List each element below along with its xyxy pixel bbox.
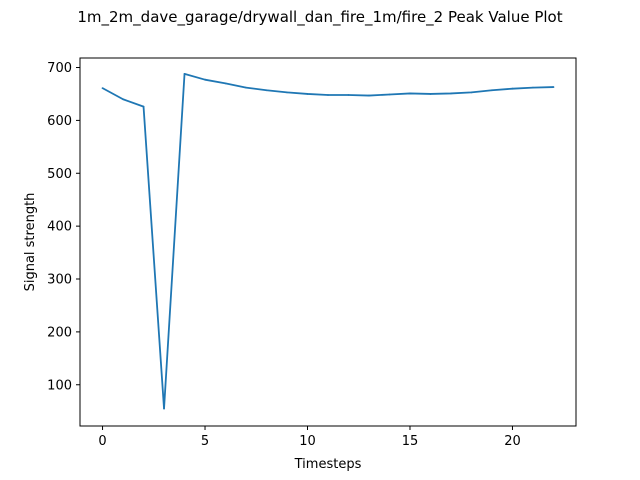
data-point	[245, 86, 247, 89]
data-point	[409, 92, 411, 95]
data-point	[491, 89, 493, 92]
y-axis-label: Signal strength	[23, 193, 38, 292]
x-axis: 0 5 10 15 20	[98, 426, 521, 449]
data-point	[286, 91, 288, 94]
data-point	[122, 98, 124, 101]
y-tick-label: 600	[47, 114, 72, 129]
data-point	[142, 105, 145, 108]
y-tick-label: 300	[47, 273, 72, 288]
data-point	[470, 91, 473, 94]
data-point	[347, 94, 350, 96]
y-tick-label: 700	[47, 61, 72, 76]
data-point	[204, 78, 206, 81]
data-point	[163, 407, 165, 410]
data-point	[429, 93, 432, 95]
y-tick-label: 100	[47, 378, 72, 393]
data-point	[450, 92, 452, 95]
data-point	[327, 94, 329, 96]
data-point	[224, 82, 227, 85]
x-tick-label: 0	[98, 434, 106, 449]
data-point	[532, 86, 534, 89]
y-tick-label: 200	[47, 325, 72, 340]
data-point	[511, 87, 514, 90]
x-tick-label: 10	[299, 434, 316, 449]
data-point	[183, 72, 186, 75]
data-point	[265, 89, 268, 92]
x-axis-label: Timesteps	[294, 457, 362, 472]
data-point	[388, 93, 391, 96]
y-axis: 100 200 300 400 500 600 700	[47, 61, 80, 393]
data-point	[552, 86, 555, 88]
series-line	[102, 72, 554, 410]
data-point	[101, 87, 104, 90]
plot-area	[101, 72, 555, 410]
data-point	[306, 93, 309, 95]
plot-frame	[79, 57, 577, 427]
data-point	[368, 94, 370, 97]
chart-title: 1m_2m_dave_garage/drywall_dan_fire_1m/fi…	[77, 8, 562, 27]
x-tick-label: 5	[201, 434, 209, 449]
y-tick-label: 500	[47, 167, 72, 182]
x-tick-label: 15	[402, 434, 419, 449]
x-tick-label: 20	[504, 434, 521, 449]
y-tick-label: 400	[47, 220, 72, 235]
